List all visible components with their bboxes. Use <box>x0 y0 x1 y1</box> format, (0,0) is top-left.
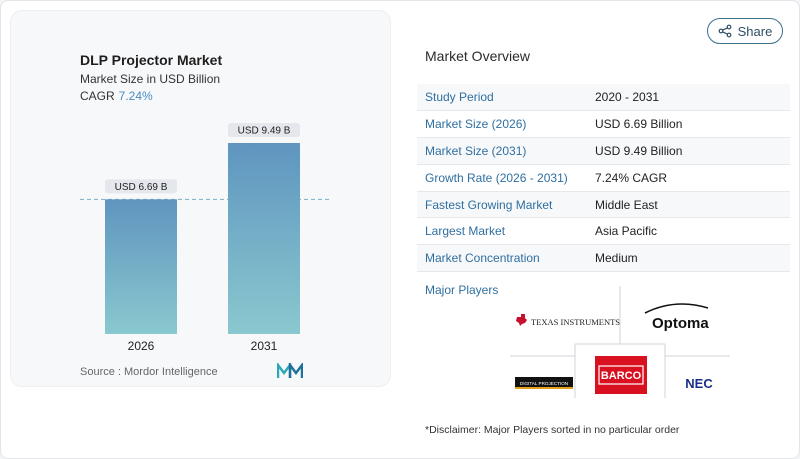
overview-value: Asia Pacific <box>587 217 790 246</box>
major-players-logos: TEXAS INSTRUMENTS Optoma DIGITAL PROJECT… <box>510 286 730 398</box>
overview-value: 2020 - 2031 <box>587 84 790 112</box>
table-row: Study Period 2020 - 2031 <box>417 84 790 112</box>
disclaimer: *Disclaimer: Major Players sorted in no … <box>425 424 680 436</box>
overview-key: Fastest Growing Market <box>417 191 587 219</box>
optoma-logo: Optoma <box>644 303 709 332</box>
table-row: Market Concentration Medium <box>417 244 790 273</box>
overview-key: Market Concentration <box>417 244 587 273</box>
data-label: USD 6.69 B <box>115 182 168 193</box>
cagr-value: 7.24% <box>118 89 153 103</box>
overview-key: Growth Rate (2026 - 2031) <box>417 164 587 192</box>
market-size-card <box>10 10 391 387</box>
digital-projection-logo: DIGITAL PROJECTION <box>515 377 573 389</box>
cagr-label: CAGR <box>80 89 115 103</box>
svg-text:DIGITAL PROJECTION: DIGITAL PROJECTION <box>520 381 568 386</box>
svg-text:BARCO: BARCO <box>601 370 642 382</box>
share-button[interactable]: Share <box>707 18 783 44</box>
bar-2031 <box>228 143 300 334</box>
major-players-title: Major Players <box>425 283 499 297</box>
table-row: Market Size (2026) USD 6.69 Billion <box>417 110 790 139</box>
texas-state-icon <box>516 314 527 326</box>
overview-value: 7.24% CAGR <box>587 164 790 192</box>
overview-value: Medium <box>587 244 790 273</box>
cagr-line: CAGR 7.24% <box>80 89 153 103</box>
tick-label: 2026 <box>128 339 155 353</box>
mordor-logo-icon <box>277 363 303 378</box>
overview-key: Market Size (2031) <box>417 137 587 165</box>
nec-logo: NEC <box>685 376 713 391</box>
share-label: Share <box>737 23 773 39</box>
svg-text:Optoma: Optoma <box>652 315 709 332</box>
bar-chart: USD 6.69 B 2026 USD 9.49 B 2031 <box>80 123 330 353</box>
overview-key: Market Size (2026) <box>417 110 587 139</box>
overview-key: Study Period <box>417 84 587 112</box>
table-row: Largest Market Asia Pacific <box>417 217 790 246</box>
table-row: Fastest Growing Market Middle East <box>417 191 790 219</box>
barco-logo: BARCO <box>595 356 647 394</box>
overview-key: Largest Market <box>417 217 587 246</box>
texas-instruments-logo: TEXAS INSTRUMENTS <box>516 314 620 327</box>
source-text: Source : Mordor Intelligence <box>80 366 218 378</box>
chart-title: DLP Projector Market <box>80 52 223 68</box>
chart-subtitle: Market Size in USD Billion <box>80 72 221 86</box>
svg-text:NEC: NEC <box>685 376 713 391</box>
overview-table: Study Period 2020 - 2031 Market Size (202… <box>417 84 790 273</box>
overview-value: USD 6.69 Billion <box>587 110 790 139</box>
tick-label: 2031 <box>251 339 278 353</box>
data-label: USD 9.49 B <box>238 126 291 137</box>
data-label-pill <box>228 123 300 137</box>
share-icon <box>718 24 732 38</box>
overview-value: USD 9.49 Billion <box>587 137 790 165</box>
table-row: Market Size (2031) USD 9.49 Billion <box>417 137 790 165</box>
table-row: Growth Rate (2026 - 2031) 7.24% CAGR <box>417 164 790 192</box>
overview-title: Market Overview <box>425 48 531 64</box>
optoma-swoosh-icon <box>644 303 709 314</box>
data-label-pill <box>105 179 177 194</box>
overview-value: Middle East <box>587 191 790 219</box>
bar-2026 <box>105 199 177 334</box>
svg-text:TEXAS INSTRUMENTS: TEXAS INSTRUMENTS <box>531 317 620 327</box>
